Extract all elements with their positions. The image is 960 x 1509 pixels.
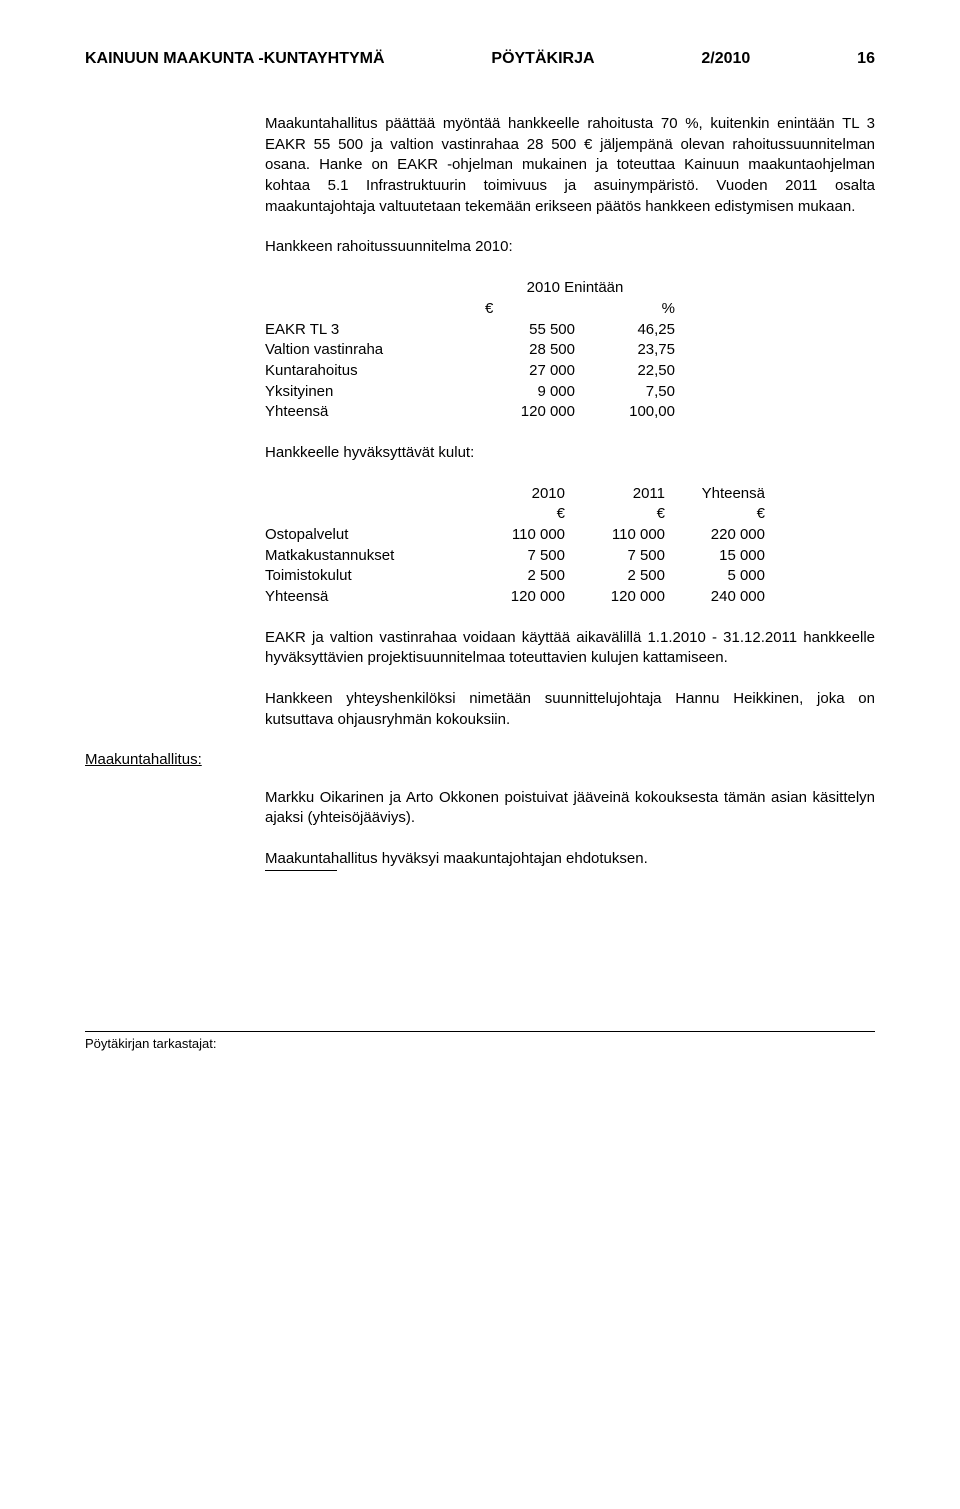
content-block: Maakuntahallitus päättää myöntää hankkee… [265, 114, 875, 731]
col-eur: € [665, 504, 765, 525]
paragraph: Hankkeen rahoitussuunnitelma 2010: [265, 237, 875, 258]
paragraph: Hankkeelle hyväksyttävät kulut: [265, 443, 875, 464]
table-row: € € € [265, 504, 765, 525]
table-row: EAKR TL 3 55 500 46,25 [265, 320, 675, 341]
page-container: KAINUUN MAAKUNTA -KUNTAYHTYMÄ PÖYTÄKIRJA… [0, 0, 960, 1091]
col-pct: % [575, 299, 675, 320]
cell-value: 7 500 [565, 546, 665, 567]
cell-value: 9 000 [465, 382, 575, 403]
cell-value: 100,00 [575, 402, 675, 423]
cell-value: 110 000 [465, 525, 565, 546]
header-docnum: 2/2010 [701, 50, 750, 68]
approved-costs-table: 2010 2011 Yhteensä € € € Ostopalvelut 11… [265, 484, 765, 608]
table-row: Kuntarahoitus 27 000 22,50 [265, 361, 675, 382]
cell-label: Valtion vastinraha [265, 340, 465, 361]
col-year2: 2011 [565, 484, 665, 505]
cell-label: Yksityinen [265, 382, 465, 403]
table-row: Yksityinen 9 000 7,50 [265, 382, 675, 403]
paragraph: Markku Oikarinen ja Arto Okkonen poistui… [265, 788, 875, 829]
cell-value: 120 000 [565, 587, 665, 608]
header-doctype: PÖYTÄKIRJA [491, 50, 594, 68]
cell-label: Yhteensä [265, 402, 465, 423]
cell-value: 2 500 [565, 566, 665, 587]
horizontal-rule [265, 870, 337, 871]
col-eur: € [565, 504, 665, 525]
table-row: Yhteensä 120 000 100,00 [265, 402, 675, 423]
cell-value: 22,50 [575, 361, 675, 382]
cell-value: 220 000 [665, 525, 765, 546]
page-footer: Pöytäkirjan tarkastajat: [85, 1031, 875, 1051]
table-row: Valtion vastinraha 28 500 23,75 [265, 340, 675, 361]
cell-value: 2 500 [465, 566, 565, 587]
cell-value: 27 000 [465, 361, 575, 382]
cell-value: 55 500 [465, 320, 575, 341]
cell-value: 46,25 [575, 320, 675, 341]
cell-label: Matkakustannukset [265, 546, 465, 567]
cell-label: Toimistokulut [265, 566, 465, 587]
cell-value: 15 000 [665, 546, 765, 567]
cell-value: 110 000 [565, 525, 665, 546]
col-eur: € [465, 504, 565, 525]
table-row: Matkakustannukset 7 500 7 500 15 000 [265, 546, 765, 567]
paragraph: Maakuntahallitus hyväksyi maakuntajohtaj… [265, 849, 875, 870]
cell-value: 23,75 [575, 340, 675, 361]
paragraph: Maakuntahallitus päättää myöntää hankkee… [265, 114, 875, 217]
header-org: KAINUUN MAAKUNTA -KUNTAYHTYMÄ [85, 50, 385, 68]
cell-value: 7,50 [575, 382, 675, 403]
table-row: Yhteensä 120 000 120 000 240 000 [265, 587, 765, 608]
table-row: Ostopalvelut 110 000 110 000 220 000 [265, 525, 765, 546]
paragraph: EAKR ja valtion vastinrahaa voidaan käyt… [265, 628, 875, 669]
cell-label: EAKR TL 3 [265, 320, 465, 341]
table-row: € % [265, 299, 675, 320]
header-pagenum: 16 [857, 50, 875, 68]
cell-value: 120 000 [465, 402, 575, 423]
cell-label: Kuntarahoitus [265, 361, 465, 382]
col-eur: € [465, 299, 575, 320]
table-row: 2010 Enintään [265, 278, 675, 299]
cell-value: 28 500 [465, 340, 575, 361]
section-label: Maakuntahallitus: [85, 751, 875, 768]
financing-plan-table: 2010 Enintään € % EAKR TL 3 55 500 46,25… [265, 278, 675, 423]
paragraph: Hankkeen yhteyshenkilöksi nimetään suunn… [265, 689, 875, 730]
cell-value: 7 500 [465, 546, 565, 567]
table-row: Toimistokulut 2 500 2 500 5 000 [265, 566, 765, 587]
cell-value: 120 000 [465, 587, 565, 608]
col-year1: 2010 [465, 484, 565, 505]
cell-label: Yhteensä [265, 587, 465, 608]
table-row: 2010 2011 Yhteensä [265, 484, 765, 505]
col-total: Yhteensä [665, 484, 765, 505]
cell-label: Ostopalvelut [265, 525, 465, 546]
table-header-year: 2010 Enintään [465, 278, 675, 299]
content-block-2: Markku Oikarinen ja Arto Okkonen poistui… [265, 788, 875, 871]
cell-value: 240 000 [665, 587, 765, 608]
page-header: KAINUUN MAAKUNTA -KUNTAYHTYMÄ PÖYTÄKIRJA… [85, 50, 875, 68]
cell-value: 5 000 [665, 566, 765, 587]
footer-text: Pöytäkirjan tarkastajat: [85, 1036, 217, 1051]
